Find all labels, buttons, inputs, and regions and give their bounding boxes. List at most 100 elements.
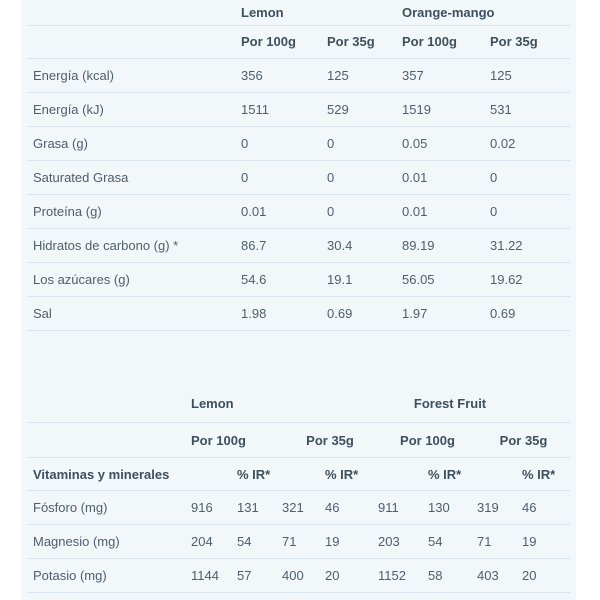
- row-label: Los azúcares (g): [27, 262, 241, 297]
- product-header-lemon: Lemon: [191, 385, 378, 423]
- cell-value: 19.1: [327, 262, 402, 297]
- empty-cell: [378, 457, 428, 491]
- cell-value: 54: [237, 524, 282, 559]
- cell-value: 0.01: [402, 160, 490, 195]
- serving-header: Por 35g: [327, 25, 402, 59]
- cell-value: 403: [477, 558, 522, 593]
- cell-value: 531: [490, 92, 570, 127]
- cell-value: 71: [282, 524, 325, 559]
- cell-value: 357: [402, 58, 490, 93]
- cell-value: 400: [282, 558, 325, 593]
- serving-header: Por 100g: [241, 25, 327, 59]
- serving-header: Por 100g: [378, 422, 477, 458]
- table-row: Magnesio (mg) 204 54 71 19 203 54 71 19: [27, 524, 571, 559]
- cell-value: 1511: [241, 92, 327, 127]
- cell-value: 916: [191, 490, 237, 525]
- product-header-row: Lemon Orange-mango: [27, 0, 570, 26]
- table-row: Potasio (mg) 1144 57 400 20 1152 58 403 …: [27, 558, 571, 593]
- cell-value: 0.05: [402, 126, 490, 161]
- table-row: Grasa (g) 0 0 0.05 0.02: [27, 126, 570, 161]
- row-label: Proteína (g): [27, 194, 241, 229]
- cell-value: 0.01: [241, 194, 327, 229]
- cell-value: 1.98: [241, 296, 327, 331]
- cell-value: 71: [477, 524, 522, 559]
- cell-value: 0: [241, 160, 327, 195]
- cell-value: 0: [490, 160, 570, 195]
- empty-corner-cell: [27, 0, 241, 26]
- section-header-row: Vitaminas y minerales % IR* % IR* % IR* …: [27, 457, 571, 491]
- empty-cell: [477, 457, 522, 491]
- macronutrients-table: Lemon Orange-mango Por 100g Por 35g Por …: [27, 0, 570, 331]
- ir-header: % IR*: [237, 457, 282, 491]
- table-row: Energía (kcal) 356 125 357 125: [27, 58, 570, 93]
- vitamins-minerals-table: Lemon Forest Fruit Por 100g Por 35g Por …: [27, 385, 571, 593]
- row-label: Magnesio (mg): [27, 524, 191, 559]
- cell-value: 319: [477, 490, 522, 525]
- table-row: Saturated Grasa 0 0 0.01 0: [27, 160, 570, 195]
- serving-header-row: Por 100g Por 35g Por 100g Por 35g: [27, 25, 570, 59]
- table-row: Hidratos de carbono (g) * 86.7 30.4 89.1…: [27, 228, 570, 263]
- cell-value: 1.97: [402, 296, 490, 331]
- cell-value: 46: [522, 490, 571, 525]
- cell-value: 125: [490, 58, 570, 93]
- cell-value: 86.7: [241, 228, 327, 263]
- row-label: Saturated Grasa: [27, 160, 241, 195]
- product-header-row: Lemon Forest Fruit: [27, 385, 571, 423]
- empty-cell: [282, 457, 325, 491]
- cell-value: 19: [325, 524, 378, 559]
- ir-header: % IR*: [428, 457, 477, 491]
- cell-value: 356: [241, 58, 327, 93]
- nutrition-facts-panel: Lemon Orange-mango Por 100g Por 35g Por …: [21, 0, 576, 600]
- cell-value: 911: [378, 490, 428, 525]
- row-label: Energía (kJ): [27, 92, 241, 127]
- cell-value: 54: [428, 524, 477, 559]
- table-gap: [27, 331, 570, 386]
- ir-header: % IR*: [325, 457, 378, 491]
- cell-value: 89.19: [402, 228, 490, 263]
- cell-value: 0: [241, 126, 327, 161]
- serving-header: Por 35g: [490, 25, 570, 59]
- table-row: Fósforo (mg) 916 131 321 46 911 130 319 …: [27, 490, 571, 525]
- row-label: Energía (kcal): [27, 58, 241, 93]
- cell-value: 46: [325, 490, 378, 525]
- cell-value: 1144: [191, 558, 237, 593]
- cell-value: 0: [490, 194, 570, 229]
- section-title: Vitaminas y minerales: [27, 457, 191, 491]
- cell-value: 204: [191, 524, 237, 559]
- empty-corner-cell: [27, 422, 191, 458]
- cell-value: 30.4: [327, 228, 402, 263]
- empty-cell: [191, 457, 237, 491]
- cell-value: 125: [327, 58, 402, 93]
- cell-value: 0.69: [327, 296, 402, 331]
- cell-value: 1152: [378, 558, 428, 593]
- cell-value: 56.05: [402, 262, 490, 297]
- cell-value: 19.62: [490, 262, 570, 297]
- cell-value: 0.02: [490, 126, 570, 161]
- serving-header: Por 35g: [282, 422, 378, 458]
- cell-value: 54.6: [241, 262, 327, 297]
- cell-value: 31.22: [490, 228, 570, 263]
- row-label: Grasa (g): [27, 126, 241, 161]
- cell-value: 0: [327, 126, 402, 161]
- cell-value: 130: [428, 490, 477, 525]
- cell-value: 58: [428, 558, 477, 593]
- cell-value: 203: [378, 524, 428, 559]
- serving-header: Por 100g: [191, 422, 282, 458]
- row-label: Sal: [27, 296, 241, 331]
- product-header-orange-mango: Orange-mango: [402, 0, 570, 26]
- cell-value: 0: [327, 160, 402, 195]
- cell-value: 529: [327, 92, 402, 127]
- cell-value: 20: [522, 558, 571, 593]
- table-row: Proteína (g) 0.01 0 0.01 0: [27, 194, 570, 229]
- product-header-lemon: Lemon: [241, 0, 402, 26]
- serving-header: Por 100g: [402, 25, 490, 59]
- cell-value: 131: [237, 490, 282, 525]
- cell-value: 0.01: [402, 194, 490, 229]
- table-row: Energía (kJ) 1511 529 1519 531: [27, 92, 570, 127]
- row-label: Fósforo (mg): [27, 490, 191, 525]
- serving-header-row: Por 100g Por 35g Por 100g Por 35g: [27, 422, 571, 458]
- cell-value: 321: [282, 490, 325, 525]
- ir-header: % IR*: [522, 457, 571, 491]
- cell-value: 0.69: [490, 296, 570, 331]
- cell-value: 0: [327, 194, 402, 229]
